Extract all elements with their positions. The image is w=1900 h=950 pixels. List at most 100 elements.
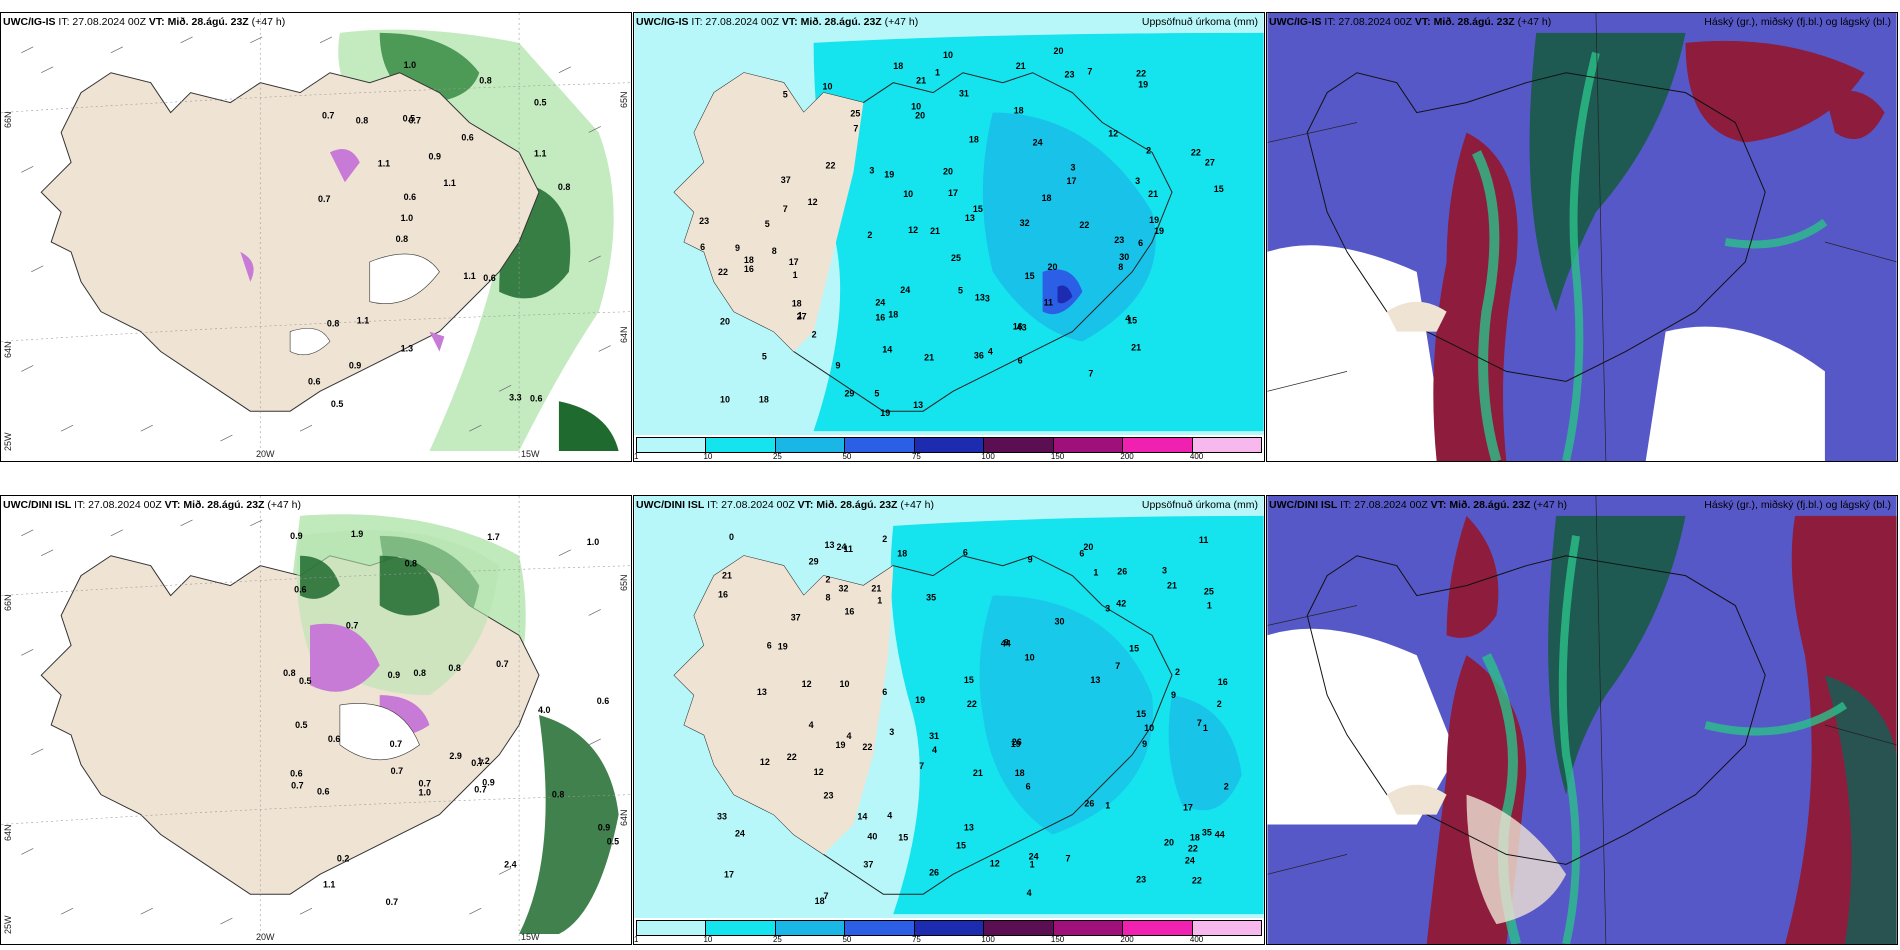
lat-label: 64N — [3, 341, 13, 358]
map-value-label: 21 — [973, 768, 983, 778]
lon-label: 15W — [521, 449, 540, 459]
map-value-label: 22 — [787, 752, 797, 762]
map-value-label: 20 — [1164, 837, 1174, 847]
colorbar-swatch — [914, 438, 985, 452]
clear-sky-area — [1645, 326, 1825, 461]
map-value-label: 10 — [1144, 723, 1154, 733]
lat-label: 64N — [619, 809, 629, 826]
colorbar-tick: 50 — [842, 452, 852, 461]
map-value-label: 7 — [1197, 718, 1202, 728]
map-value-label: 26 — [929, 867, 939, 877]
map-value-label: 11 — [1199, 535, 1208, 545]
map-value-label: 9 — [836, 360, 841, 370]
map-panel-dini-precip[interactable]: 9 6 7 16 18 15 12 11 17 2 4 4 1 4 6 12 21 33 3 1 13 24 19 35 15 1… — [633, 495, 1265, 945]
lon-label: 15W — [521, 932, 540, 942]
map-value-label: 4 — [1125, 314, 1130, 324]
map-value-label: 33 — [717, 812, 727, 822]
map-value-label: 12 — [990, 858, 1000, 868]
map-value-label: 8 — [772, 246, 777, 256]
map-value-label: 2.9 — [449, 751, 461, 761]
map-value-label: 1 — [935, 68, 940, 78]
map-value-label: 7 — [1115, 661, 1120, 671]
map-value-label: 24 — [837, 542, 847, 552]
map-value-label: 19 — [880, 408, 890, 418]
clear-sky-area — [1267, 245, 1447, 461]
map-value-label: 13 — [825, 540, 835, 550]
map-value-label: 6 — [882, 687, 887, 697]
map-value-label: 0.9 — [388, 670, 400, 680]
colorbar-tick: 10 — [703, 452, 713, 461]
colorbar-swatch — [1192, 921, 1261, 935]
map-value-label: 5 — [958, 286, 963, 296]
map-value-label: 0.7 — [346, 620, 358, 630]
map-value-label: 2 — [1224, 782, 1229, 792]
map-value-label: 30 — [1119, 252, 1129, 262]
map-value-label: 1.3 — [401, 343, 413, 353]
map-value-label: 0.7 — [391, 766, 403, 776]
colorbar-swatch — [637, 921, 707, 935]
map-value-label: 5 — [765, 219, 770, 229]
map-value-label: 15 — [956, 840, 966, 850]
precip-area-dark — [519, 715, 619, 935]
map-value-label: 26 — [1117, 567, 1127, 577]
colorbar-tick: 1 — [634, 935, 639, 944]
map-value-label: 16 — [744, 264, 754, 274]
map-value-label: 1.9 — [351, 529, 363, 539]
precip-area-deep — [982, 112, 1156, 342]
map-value-label: 1 — [1030, 859, 1035, 869]
map-value-label: 29 — [809, 557, 819, 567]
map-value-label: 4.0 — [538, 705, 550, 715]
map-value-label: 19 — [1149, 215, 1159, 225]
iceland-land-patch — [1386, 301, 1447, 332]
map-value-label: 16 — [1013, 322, 1023, 332]
map-value-label: 23 — [1064, 70, 1074, 80]
cloud-band — [1472, 150, 1502, 461]
lat-label: 65N — [619, 574, 629, 591]
map-value-label: 18 — [969, 134, 979, 144]
map-value-label: 13 — [965, 213, 975, 223]
cloud-band — [1562, 51, 1600, 461]
colorbar-tick: 150 — [1050, 452, 1065, 461]
map-value-label: 0.8 — [396, 234, 408, 244]
map-panel-dini-wind[interactable]: 0.9 0.5 1.0 0.7 0.7 0.8 4.0 1.2 0.9 0.8 0.2 0.8 0.6 0… — [0, 495, 632, 945]
map-value-label: 42 — [1116, 599, 1126, 609]
map-panel-igis-precip[interactable]: 5 7 10 12 13 12 1 1 2 3 9 10 11 13 13 18 21 23 27 5 6 1 10 15 17… — [633, 12, 1265, 462]
map-value-label: 0.7 — [390, 739, 402, 749]
map-value-label: 17 — [1183, 803, 1193, 813]
map-value-label: 6 — [1026, 782, 1031, 792]
map-value-label: 1 — [1105, 801, 1110, 811]
map-value-label: 0.7 — [386, 897, 398, 907]
precip-map: 9671618151211172441461221333113241935151… — [634, 496, 1264, 944]
map-value-label: 8 — [1004, 637, 1009, 647]
map-value-label: 40 — [867, 831, 877, 841]
map-value-label: 2 — [812, 330, 817, 340]
lat-label: 25W — [3, 915, 13, 934]
map-value-label: 0.8 — [327, 319, 339, 329]
iceland-coastline — [1306, 72, 1766, 382]
map-panel-igis-clouds[interactable]: UWC/IG-IS IT: 27.08.2024 00Z VT: Mið. 28… — [1266, 12, 1898, 462]
map-value-label: 0.8 — [283, 668, 295, 678]
map-value-label: 21 — [1167, 581, 1177, 591]
cloud-light-area — [1466, 794, 1567, 925]
colorbar-tick: 75 — [911, 935, 921, 944]
map-value-label: 23 — [1136, 874, 1146, 884]
map-value-label: 0 — [729, 532, 734, 542]
map-panel-dini-clouds[interactable]: UWC/DINI ISL IT: 27.08.2024 00Z VT: Mið.… — [1266, 495, 1898, 945]
map-value-label: 0.8 — [448, 663, 460, 673]
colorbar-swatch — [1123, 921, 1193, 935]
map-value-label: 4 — [932, 745, 937, 755]
map-value-label: 0.6 — [294, 585, 306, 595]
map-value-label: 1 — [793, 270, 798, 280]
map-value-label: 10 — [943, 50, 953, 60]
colorbar-tick: 1 — [634, 452, 639, 461]
map-value-label: 13 — [964, 823, 974, 833]
map-value-label: 24 — [735, 828, 745, 838]
map-value-label: 3 — [889, 727, 894, 737]
map-value-label: 1 — [798, 311, 803, 321]
colorbar-tick: 400 — [1189, 452, 1204, 461]
map-value-label: 30 — [1055, 616, 1065, 626]
map-value-label: 0.9 — [290, 531, 302, 541]
precip-area-deep — [979, 595, 1153, 835]
map-value-label: 31 — [929, 731, 939, 741]
map-panel-igis-wind[interactable]: 0.6 0.7 0.5 0.8 0.6 0.5 0.5 0.9 0.8 1.1 0.6 0.9 0.7 1… — [0, 12, 632, 462]
